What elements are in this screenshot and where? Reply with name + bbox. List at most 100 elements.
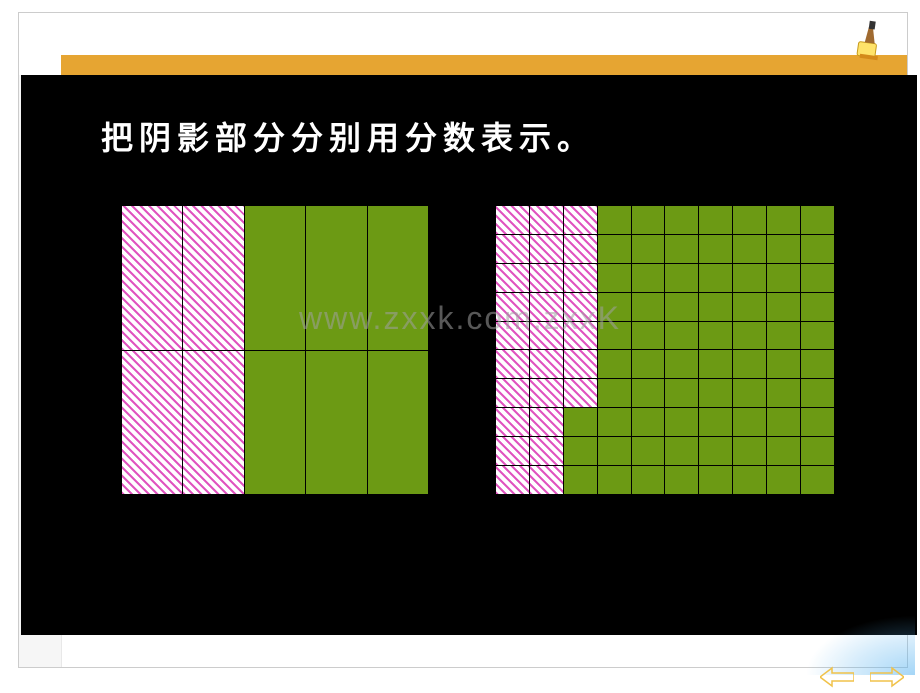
- grid-cell: [631, 466, 665, 495]
- grid-cell: [367, 350, 428, 495]
- grid-cell: [529, 234, 563, 263]
- grid-cell: [563, 408, 597, 437]
- grid-cell: [801, 437, 835, 466]
- grid-cell: [597, 292, 631, 321]
- grid-cell: [597, 466, 631, 495]
- grid-cell: [496, 292, 530, 321]
- grid-cell: [306, 206, 367, 351]
- grid-cell: [563, 234, 597, 263]
- grid-cell: [665, 437, 699, 466]
- nav-arrows: [820, 666, 904, 688]
- grid-cell: [597, 206, 631, 235]
- highlighter-icon: [850, 17, 890, 65]
- grid-cell: [733, 466, 767, 495]
- grid-cell: [801, 350, 835, 379]
- grid-cell: [563, 292, 597, 321]
- grid-cell: [733, 379, 767, 408]
- grid-cell: [665, 206, 699, 235]
- grid-cell: [597, 350, 631, 379]
- grid-cell: [244, 206, 305, 351]
- orange-band: [61, 55, 907, 75]
- grid-cell: [597, 234, 631, 263]
- grid-cell: [767, 292, 801, 321]
- grid-cell: [529, 350, 563, 379]
- grid-cell: [122, 206, 183, 351]
- grid-cell: [496, 379, 530, 408]
- grid-cell: [306, 350, 367, 495]
- grid-cell: [733, 350, 767, 379]
- grid-cell: [801, 292, 835, 321]
- grid-cell: [699, 379, 733, 408]
- grid-cell: [631, 321, 665, 350]
- grid-cell: [631, 292, 665, 321]
- grid-cell: [801, 379, 835, 408]
- grid-cell: [767, 408, 801, 437]
- grid-cell: [496, 466, 530, 495]
- grid-cell: [496, 206, 530, 235]
- grid-cell: [767, 263, 801, 292]
- grid-cell: [665, 379, 699, 408]
- grid-cell: [733, 292, 767, 321]
- grid-cell: [665, 466, 699, 495]
- grid-cell: [496, 263, 530, 292]
- grid-cell: [563, 379, 597, 408]
- left-grid: [121, 205, 429, 495]
- grid-cell: [665, 263, 699, 292]
- grid-cell: [563, 263, 597, 292]
- grid-cell: [563, 466, 597, 495]
- grid-cell: [665, 350, 699, 379]
- grid-cell: [733, 263, 767, 292]
- grid-cell: [733, 206, 767, 235]
- grid-cell: [767, 206, 801, 235]
- grid-cell: [699, 292, 733, 321]
- grid-cell: [597, 321, 631, 350]
- grid-cell: [767, 234, 801, 263]
- grid-cell: [597, 437, 631, 466]
- grid-cell: [631, 350, 665, 379]
- grid-cell: [563, 206, 597, 235]
- grid-cell: [529, 408, 563, 437]
- grid-cell: [529, 263, 563, 292]
- grid-cell: [529, 292, 563, 321]
- grid-cell: [699, 263, 733, 292]
- grid-cell: [699, 234, 733, 263]
- grid-cell: [699, 206, 733, 235]
- grid-cell: [496, 321, 530, 350]
- grid-cell: [563, 437, 597, 466]
- prev-arrow-icon[interactable]: [820, 666, 854, 688]
- next-arrow-icon[interactable]: [870, 666, 904, 688]
- grid-cell: [665, 321, 699, 350]
- grid-cell: [244, 350, 305, 495]
- grid-cell: [563, 350, 597, 379]
- grid-cell: [767, 321, 801, 350]
- grid-cell: [496, 350, 530, 379]
- grid-cell: [801, 263, 835, 292]
- grid-cell: [699, 408, 733, 437]
- grid-cell: [496, 437, 530, 466]
- slide-title: 把阴影部分分别用分数表示。: [101, 113, 595, 159]
- grid-cell: [631, 379, 665, 408]
- grid-cell: [733, 234, 767, 263]
- grid-cell: [665, 292, 699, 321]
- grid-cell: [496, 408, 530, 437]
- grid-cell: [801, 466, 835, 495]
- grid-cell: [529, 379, 563, 408]
- grid-cell: [733, 437, 767, 466]
- slide-stage: 把阴影部分分别用分数表示。: [21, 75, 917, 635]
- grid-cell: [631, 408, 665, 437]
- grid-cell: [597, 408, 631, 437]
- right-grid: [495, 205, 835, 495]
- grid-cell: [801, 206, 835, 235]
- grid-cell: [597, 263, 631, 292]
- grid-cell: [699, 350, 733, 379]
- grid-cell: [367, 206, 428, 351]
- grid-cell: [529, 206, 563, 235]
- grid-cell: [699, 437, 733, 466]
- grid-cell: [801, 408, 835, 437]
- grid-cell: [665, 234, 699, 263]
- grid-cell: [665, 408, 699, 437]
- grid-cell: [631, 206, 665, 235]
- grid-cell: [767, 350, 801, 379]
- grid-cell: [563, 321, 597, 350]
- grid-cell: [183, 350, 244, 495]
